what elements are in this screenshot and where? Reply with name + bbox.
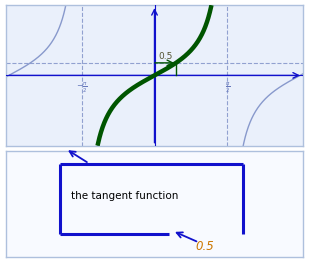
Text: $-\frac{\pi}{2}$: $-\frac{\pi}{2}$ bbox=[76, 80, 87, 95]
Text: 0.5: 0.5 bbox=[158, 52, 173, 61]
Text: the tangent function: the tangent function bbox=[71, 191, 179, 200]
Text: 0.5: 0.5 bbox=[196, 240, 214, 253]
Text: $\frac{\pi}{2}$: $\frac{\pi}{2}$ bbox=[225, 80, 230, 95]
